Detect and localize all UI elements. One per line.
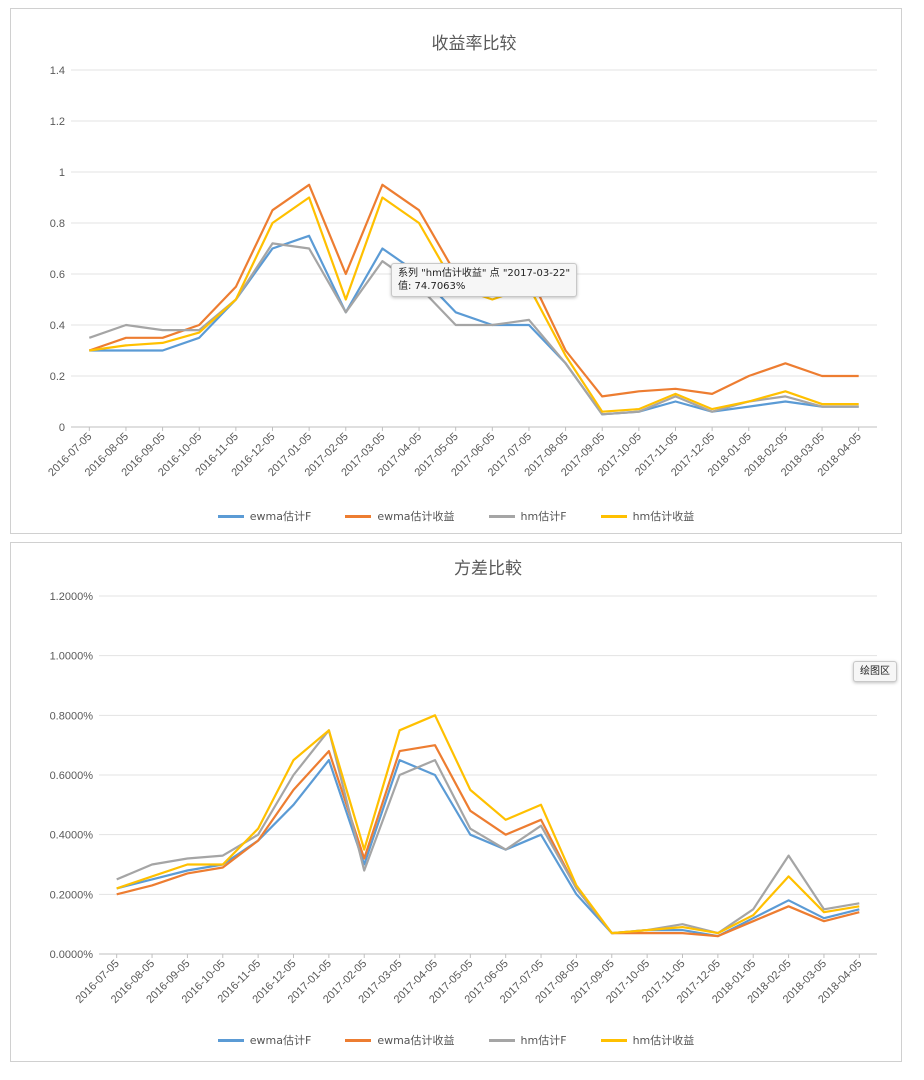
- legend-item-hm-return: hm估计收益: [600, 1032, 695, 1048]
- y-tick-label: 0: [59, 422, 65, 434]
- legend-label: hm估计收益: [632, 510, 695, 523]
- tooltip-label: 绘图区: [860, 666, 890, 677]
- legend-swatch: [488, 1038, 515, 1042]
- legend-item-ewma-return: ewma估计收益: [345, 508, 455, 524]
- returns-chart-plot-area[interactable]: 收益率比较00.20.40.60.811.21.42016-07-052016-…: [11, 9, 901, 533]
- series-line-ewma-f[interactable]: [116, 759, 860, 938]
- legend-label: hm估计F: [520, 510, 567, 523]
- legend-item-hm-return: hm估计收益: [600, 508, 695, 524]
- y-tick-label: 0.8: [50, 218, 65, 230]
- legend-item-hm-f: hm估计F: [488, 1032, 567, 1048]
- y-tick-label: 0.4: [50, 320, 65, 332]
- plot-area-tooltip: 绘图区: [853, 661, 897, 682]
- legend-label: ewma估计F: [249, 1034, 312, 1047]
- legend-swatch: [217, 1038, 244, 1042]
- legend-swatch: [600, 514, 627, 518]
- y-tick-label: 0.2: [50, 371, 65, 383]
- tooltip-series-line: 系列 "hm估计收益" 点 "2017-03-22": [398, 268, 571, 279]
- series-line-hm-f[interactable]: [116, 729, 860, 935]
- chart-title: 收益率比较: [432, 34, 517, 54]
- chart-panel-returns[interactable]: 收益率比较 0 0.2 0.4 0.6 0.8 1 1.2 1.4 2016-07-05 2016-…: [10, 8, 902, 534]
- y-tick-label: 0.2000%: [50, 889, 94, 901]
- chart-panel-variance[interactable]: 方差比較 0.0000% 0.2000% 0.4000% 0.6000% 0.8000% 1…: [10, 542, 902, 1062]
- legend-item-ewma-f: ewma估计F: [217, 1032, 312, 1048]
- variance-chart-plot-area[interactable]: 方差比較 0.0000% 0.2000% 0.4000% 0.6000% 0.8000% 1…: [11, 543, 901, 1061]
- chart-title: 方差比較: [454, 559, 522, 579]
- series-line-hm-return[interactable]: [116, 714, 860, 935]
- y-tick-label: 0.8000%: [50, 710, 94, 722]
- legend-label: ewma估计F: [249, 510, 312, 523]
- legend-swatch: [345, 514, 372, 518]
- legend-label: hm估计F: [520, 1034, 567, 1047]
- y-tick-label: 1.4: [50, 65, 65, 77]
- y-tick-label: 1: [59, 167, 65, 179]
- chart-legend: ewma估计F ewma估计收益 hm估计F hm估计收益: [11, 508, 901, 524]
- legend-swatch: [488, 514, 515, 518]
- legend-label: ewma估计收益: [377, 510, 455, 523]
- y-tick-label: 0.4000%: [50, 830, 94, 842]
- y-tick-label: 0.6: [50, 269, 65, 281]
- legend-label: ewma估计收益: [377, 1034, 455, 1047]
- legend-item-ewma-return: ewma估计收益: [345, 1032, 455, 1048]
- data-point-tooltip: 系列 "hm估计收益" 点 "2017-03-22" 值: 74.7063%: [391, 263, 578, 297]
- series-line-ewma-return[interactable]: [116, 744, 860, 938]
- legend-label: hm估计收益: [632, 1034, 695, 1047]
- y-tick-label: 0.0000%: [50, 949, 94, 961]
- tooltip-value-line: 值: 74.7063%: [398, 281, 466, 292]
- legend-swatch: [345, 1038, 372, 1042]
- y-tick-label: 1.2: [50, 116, 65, 128]
- legend-item-hm-f: hm估计F: [488, 508, 567, 524]
- y-tick-label: 0.6000%: [50, 770, 94, 782]
- chart-legend: ewma估计F ewma估计收益 hm估计F hm估计收益: [11, 1032, 901, 1048]
- legend-item-ewma-f: ewma估计F: [217, 508, 312, 524]
- y-tick-label: 1.2000%: [50, 591, 94, 603]
- y-tick-label: 1.0000%: [50, 651, 94, 663]
- legend-swatch: [217, 514, 244, 518]
- legend-swatch: [600, 1038, 627, 1042]
- series-line-ewma-f[interactable]: [89, 234, 859, 416]
